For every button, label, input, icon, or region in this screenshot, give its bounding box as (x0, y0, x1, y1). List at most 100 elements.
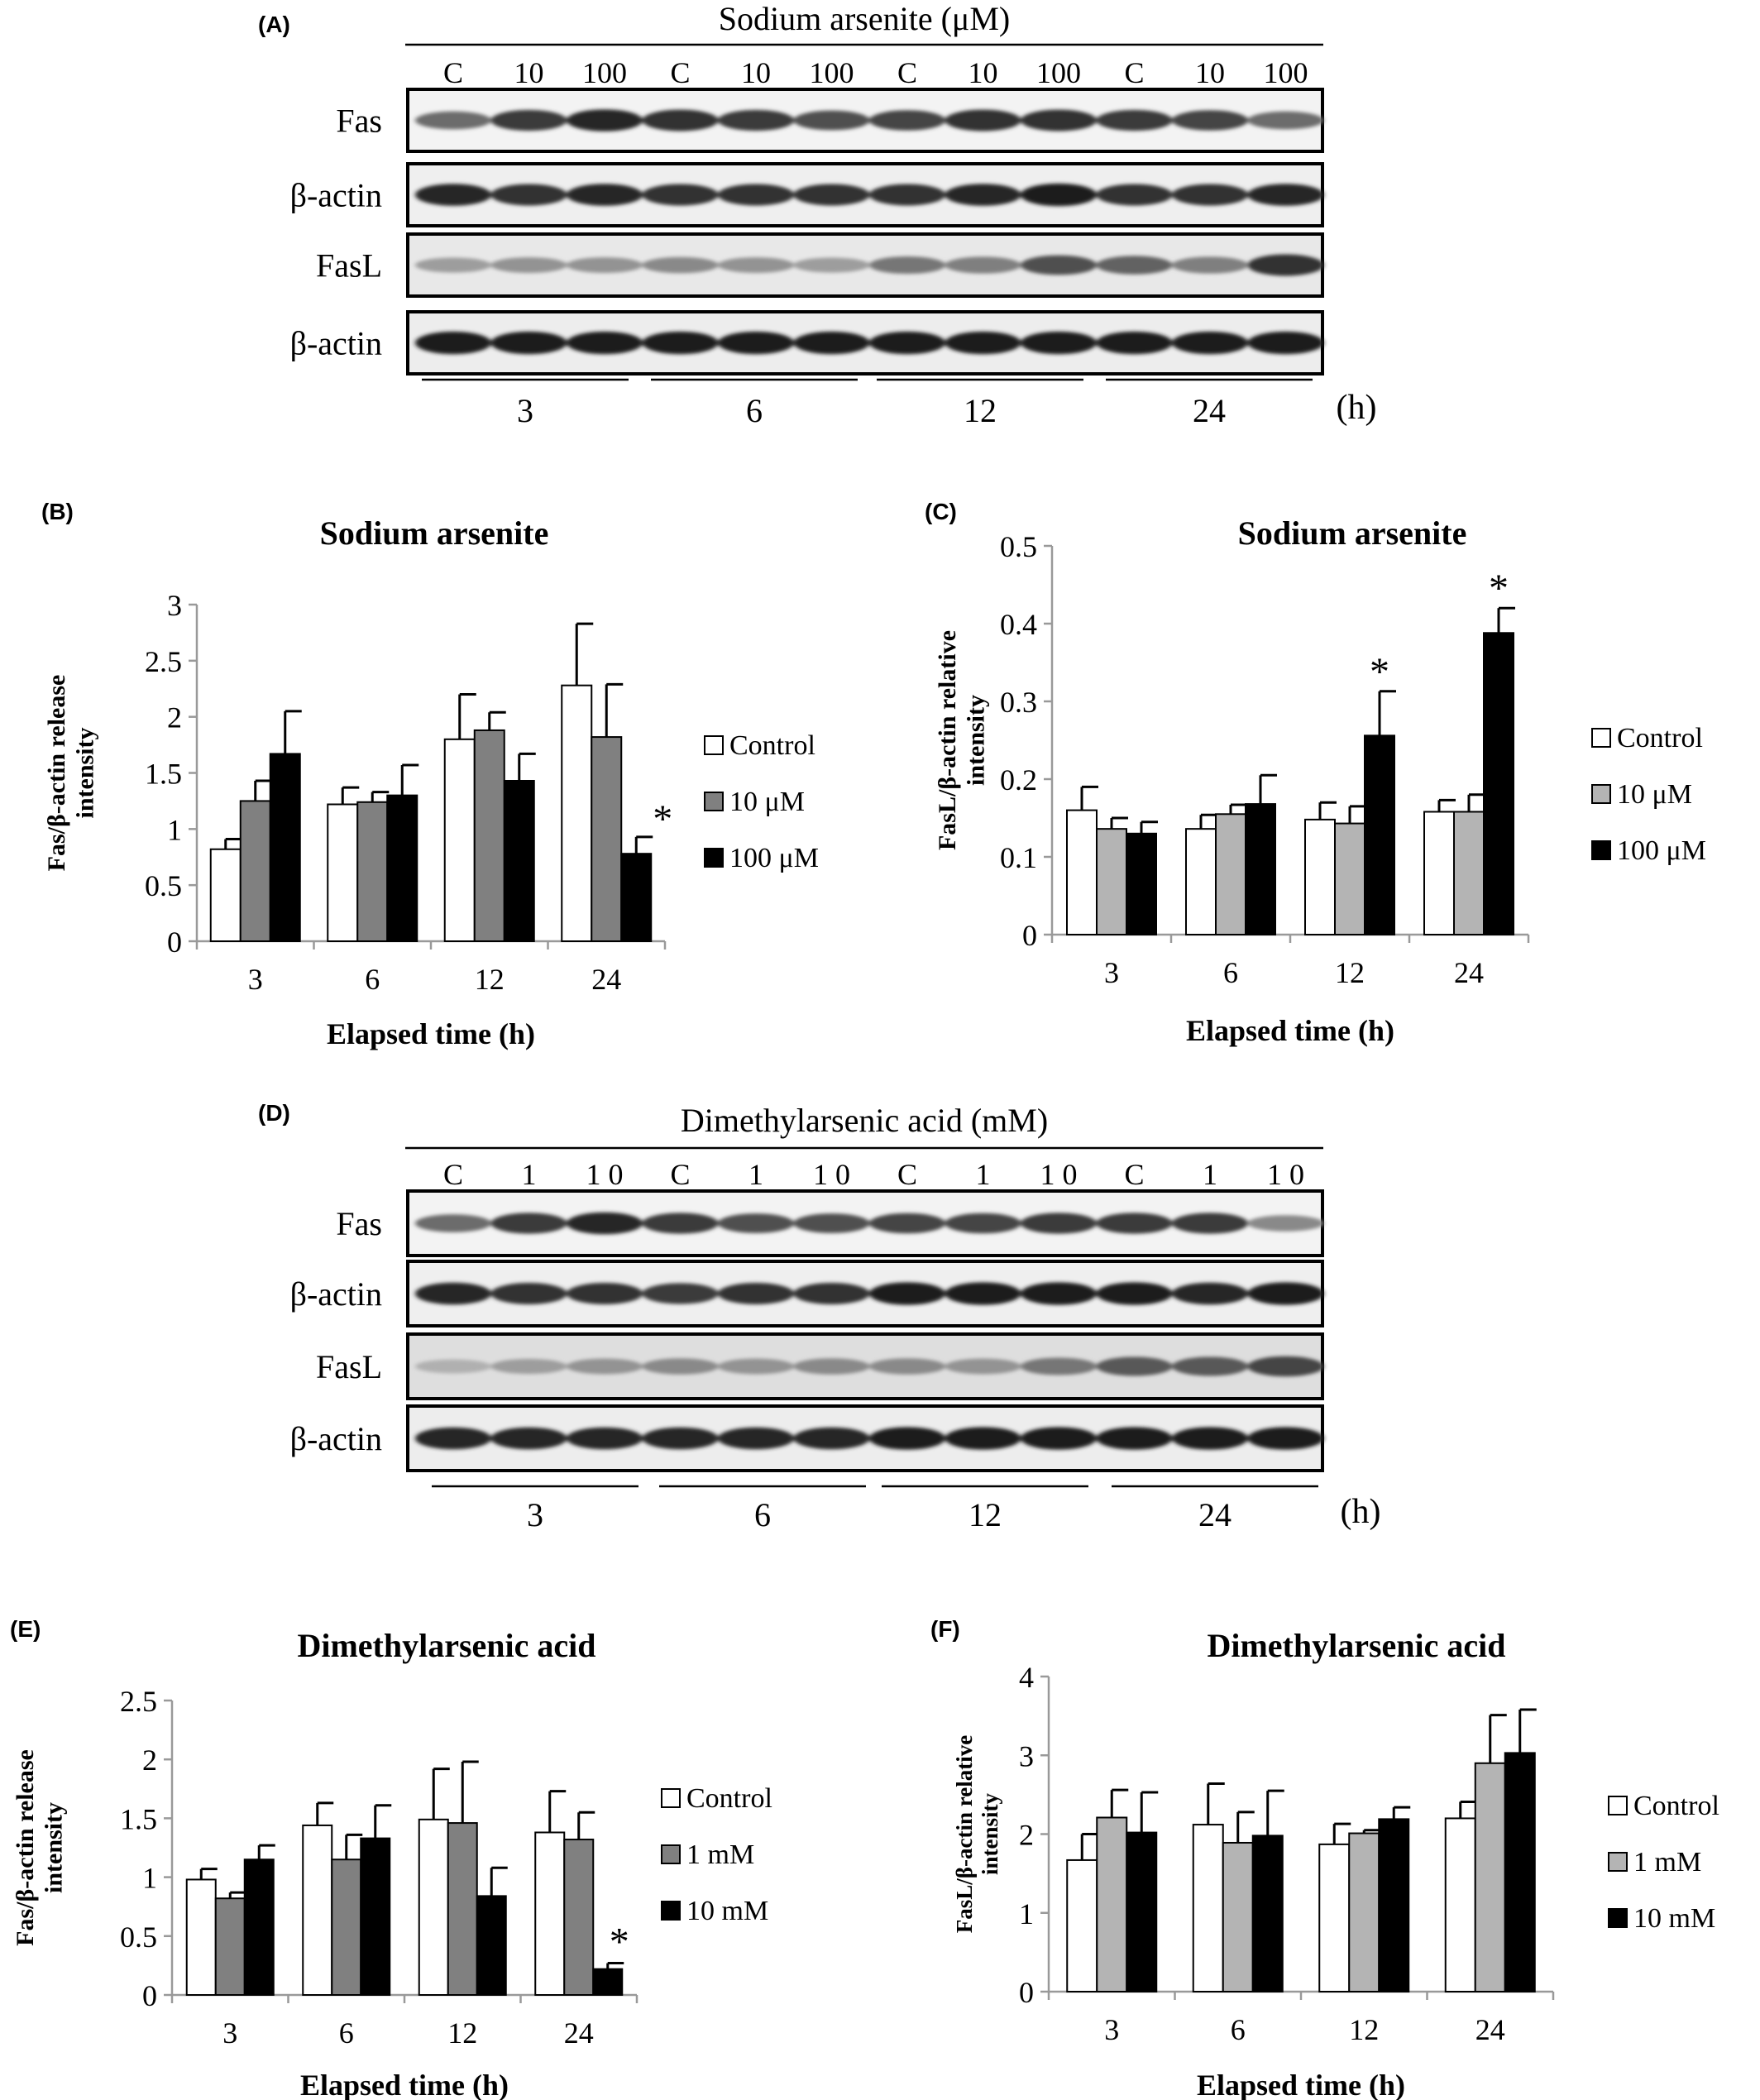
y-tick-label: 0 (1019, 1976, 1034, 2009)
timepoint-label: 24 (1193, 392, 1226, 429)
y-tick-label: 0 (1022, 919, 1037, 952)
blot-band (415, 257, 491, 273)
blot-band (490, 1213, 567, 1234)
blot-band (1096, 256, 1173, 275)
y-tick-label: 4 (1019, 1661, 1034, 1694)
blot-band (1096, 331, 1173, 355)
x-axis-label: Elapsed time (h) (300, 2069, 509, 2100)
blot-band (1021, 1357, 1097, 1375)
x-tick-label: 12 (447, 2016, 477, 2050)
legend-label: Control (1617, 723, 1703, 753)
timepoint-label: 6 (746, 392, 763, 429)
y-axis-label-line: intensity (72, 727, 99, 818)
chart-title: Dimethylarsenic acid (297, 1627, 595, 1664)
bar (591, 736, 623, 942)
lane-label: 10 (514, 56, 544, 89)
legend-label: 10 μM (729, 787, 805, 817)
blot-band (793, 1427, 870, 1450)
blot-band (415, 1427, 491, 1450)
legend-label: 10 μM (1617, 779, 1692, 810)
lane-label: 10 (741, 56, 771, 89)
x-tick-label: 24 (591, 963, 621, 996)
blot-band (869, 1358, 945, 1375)
legend-swatch (704, 848, 724, 868)
y-axis-label: FasL/β-actin relativeintensity (934, 630, 990, 850)
y-tick-label: 0.5 (145, 869, 182, 902)
bar (1474, 1762, 1506, 1992)
blot-band (1096, 1356, 1173, 1376)
bar (1066, 1858, 1098, 1993)
blot-title: Dimethylarsenic acid (mM) (681, 1102, 1048, 1139)
lane-label: 100 (1264, 56, 1308, 89)
timepoint-label: 3 (527, 1496, 543, 1533)
blot-band (1021, 1282, 1097, 1305)
legend-swatch (1608, 1796, 1628, 1815)
lane-label: C (897, 1158, 917, 1191)
panel-label-d: (D) (258, 1100, 290, 1126)
blot-band (1021, 331, 1097, 355)
lane-label: C (1124, 56, 1144, 89)
blot-band (793, 257, 870, 273)
chart-title: Dimethylarsenic acid (1207, 1627, 1505, 1664)
x-axis-label: Elapsed time (h) (1197, 2069, 1405, 2100)
row-label-0: Fas (336, 1205, 382, 1242)
blot-band (718, 257, 794, 273)
x-tick-label: 12 (475, 963, 505, 996)
blot-strip (406, 232, 1324, 298)
x-tick-label: 6 (1223, 956, 1238, 989)
blot-band (793, 184, 870, 206)
y-tick-label: 2.5 (120, 1685, 157, 1718)
bar (503, 779, 535, 942)
y-tick-label: 0.4 (1000, 608, 1037, 641)
blot-band (718, 331, 794, 355)
bar (1304, 818, 1336, 935)
blot-band (869, 1282, 945, 1305)
legend-label: 10 mM (1633, 1903, 1715, 1934)
blot-band (793, 1358, 870, 1375)
bar (1066, 809, 1098, 935)
blot-band (490, 184, 567, 206)
bar (1334, 822, 1365, 936)
blot-band (567, 184, 643, 206)
blot-band (567, 109, 643, 132)
y-tick-label: 0.1 (1000, 841, 1037, 874)
blot-band (1172, 110, 1248, 131)
x-tick-label: 24 (1454, 956, 1484, 989)
blot-band (718, 1358, 794, 1375)
lane-label: 10 (968, 56, 998, 89)
bar (563, 1839, 595, 1996)
blot-band (1096, 1282, 1173, 1305)
lane-label: C (1124, 1158, 1144, 1191)
y-axis-label-line: Fas/β-actin release (43, 675, 70, 872)
timepoint-label: 12 (964, 392, 997, 429)
blot-band (1247, 184, 1324, 206)
blot-title: Sodium arsenite (μM) (719, 0, 1011, 37)
time-unit-label: (h) (1341, 1493, 1381, 1531)
x-tick-label: 3 (222, 2016, 237, 2050)
bar (1185, 828, 1217, 935)
row-label-3: β-actin (290, 325, 382, 362)
blot-band (642, 256, 719, 274)
bar (1251, 1835, 1284, 1993)
blot-band (1247, 254, 1324, 276)
bar (1192, 1824, 1224, 1993)
legend-swatch (1591, 784, 1611, 804)
lane-label: 1 (748, 1158, 763, 1191)
y-tick-label: 1 (167, 813, 182, 846)
significance-marker: * (1370, 650, 1389, 694)
x-tick-label: 6 (1231, 2013, 1246, 2046)
blot-band (642, 109, 719, 132)
blot-band (490, 1358, 567, 1375)
x-tick-label: 3 (1104, 2013, 1119, 2046)
blot-band (1021, 109, 1097, 132)
x-tick-label: 6 (339, 2016, 354, 2050)
blot-band (945, 109, 1021, 132)
blot-band (490, 1427, 567, 1450)
bar (214, 1897, 246, 1996)
legend-label: Control (729, 730, 815, 761)
blot-band (567, 1427, 643, 1450)
blot-band (1247, 1427, 1324, 1450)
y-axis-label-line: Fas/β-actin release (12, 1749, 39, 1946)
